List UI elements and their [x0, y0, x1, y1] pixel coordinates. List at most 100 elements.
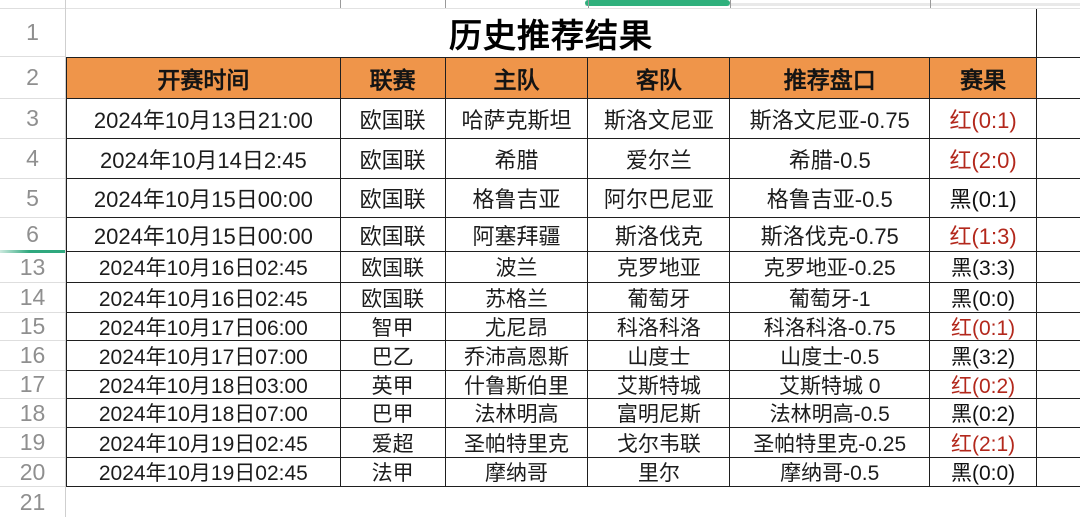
- row-number[interactable]: 6: [0, 218, 65, 252]
- row-number[interactable]: 20: [0, 458, 65, 487]
- cell-handicap[interactable]: 山度士-0.5: [730, 341, 931, 370]
- row-number[interactable]: 5: [0, 179, 65, 218]
- cell-handicap[interactable]: 艾斯特城 0: [730, 371, 931, 398]
- cell-handicap[interactable]: 克罗地亚-0.25: [730, 252, 931, 282]
- cell-away-team[interactable]: 阿尔巴尼亚: [588, 179, 731, 217]
- cell-away-team[interactable]: 山度士: [588, 341, 731, 370]
- cell-away-team[interactable]: 爱尔兰: [588, 139, 731, 178]
- cell-time[interactable]: 2024年10月18日03:00: [67, 371, 341, 398]
- row-number[interactable]: 15: [0, 313, 65, 341]
- cell-time[interactable]: 2024年10月17日06:00: [67, 313, 341, 340]
- row-number[interactable]: 17: [0, 371, 65, 399]
- cell-result[interactable]: 黑(0:0): [950, 287, 1016, 311]
- row-number[interactable]: 1: [0, 9, 65, 57]
- cell-result[interactable]: 红(1:3): [949, 223, 1017, 249]
- cell-result[interactable]: 红(0:1): [949, 107, 1017, 133]
- cell-time[interactable]: 2024年10月14日2:45: [67, 139, 341, 178]
- cell-league[interactable]: 欧国联: [341, 139, 446, 178]
- table-row: 2024年10月16日02:45 欧国联 苏格兰 葡萄牙 葡萄牙-1 黑(0:0…: [66, 283, 1080, 313]
- cell-away-team[interactable]: 富明尼斯: [588, 399, 731, 427]
- cell-league[interactable]: 欧国联: [341, 99, 446, 138]
- row-number[interactable]: 4: [0, 139, 65, 179]
- cell-result[interactable]: 黑(0:0): [950, 462, 1016, 485]
- cell-result[interactable]: 黑(0:1): [949, 187, 1017, 212]
- sheet-title-cell[interactable]: 历史推荐结果: [449, 17, 653, 54]
- cell-home-team[interactable]: 阿塞拜疆: [446, 218, 589, 251]
- cell-league[interactable]: 爱超: [341, 428, 446, 457]
- cell-league[interactable]: 巴甲: [341, 399, 446, 427]
- cell-away-team[interactable]: 科洛科洛: [588, 313, 731, 340]
- cell-handicap[interactable]: 斯洛文尼亚-0.75: [730, 99, 931, 138]
- row-number[interactable]: 18: [0, 399, 65, 428]
- cell-away-team[interactable]: 斯洛伐克: [588, 218, 731, 251]
- column-header-home[interactable]: 主队: [445, 58, 589, 98]
- cell-home-team[interactable]: 乔沛高恩斯: [446, 341, 589, 370]
- row-number[interactable]: 3: [0, 99, 65, 139]
- cell-away-team[interactable]: 里尔: [588, 458, 731, 486]
- cell-handicap[interactable]: 希腊-0.5: [730, 139, 931, 178]
- cell-home-team[interactable]: 格鲁吉亚: [446, 179, 589, 217]
- cell-time[interactable]: 2024年10月15日00:00: [67, 218, 341, 251]
- column-header-league[interactable]: 联赛: [340, 58, 446, 98]
- cell-home-team[interactable]: 什鲁斯伯里: [446, 371, 589, 398]
- cell-away-team[interactable]: 艾斯特城: [588, 371, 731, 398]
- row-number[interactable]: 16: [0, 341, 65, 371]
- cell-league[interactable]: 智甲: [341, 313, 446, 340]
- cell-home-team[interactable]: 希腊: [446, 139, 589, 178]
- row-number[interactable]: 21: [19, 488, 46, 515]
- cell-result[interactable]: 黑(0:2): [950, 403, 1016, 426]
- cell-result[interactable]: 黑(3:3): [950, 257, 1016, 280]
- cell-away-team[interactable]: 戈尔韦联: [588, 428, 731, 457]
- cell-home-team[interactable]: 苏格兰: [446, 283, 589, 312]
- cell-time[interactable]: 2024年10月19日02:45: [67, 428, 341, 457]
- cell-league[interactable]: 法甲: [341, 458, 446, 486]
- cell-league[interactable]: 欧国联: [341, 252, 446, 282]
- cell-result[interactable]: 红(2:1): [950, 432, 1016, 456]
- cell-result[interactable]: 红(0:2): [950, 374, 1016, 398]
- cell-home-team[interactable]: 法林明高: [446, 399, 589, 427]
- empty-row[interactable]: [66, 487, 1080, 517]
- cell-league[interactable]: 欧国联: [341, 218, 446, 251]
- cell-handicap[interactable]: 法林明高-0.5: [730, 399, 931, 427]
- cell-handicap[interactable]: 科洛科洛-0.75: [730, 313, 931, 340]
- cell-league[interactable]: 巴乙: [341, 341, 446, 370]
- cell-result[interactable]: 黑(3:2): [950, 345, 1016, 369]
- row-number[interactable]: 13: [0, 250, 65, 283]
- cell-time[interactable]: 2024年10月13日21:00: [67, 99, 341, 138]
- cell-home-team[interactable]: 圣帕特里克: [446, 428, 589, 457]
- column-header-result[interactable]: 赛果: [930, 58, 1037, 98]
- cell-home-team[interactable]: 哈萨克斯坦: [446, 99, 589, 138]
- scrollbar-track[interactable]: [585, 3, 1080, 6]
- cell-league[interactable]: 英甲: [341, 371, 446, 398]
- cell-time[interactable]: 2024年10月15日00:00: [67, 179, 341, 217]
- cell-away-team[interactable]: 葡萄牙: [588, 283, 731, 312]
- row-number[interactable]: 2: [0, 57, 65, 99]
- cell-home-team[interactable]: 波兰: [446, 252, 589, 282]
- cell-result[interactable]: 红(0:1): [950, 316, 1016, 340]
- row-number[interactable]: 19: [0, 428, 65, 458]
- column-header-away[interactable]: 客队: [588, 58, 731, 98]
- cell-league[interactable]: 欧国联: [341, 283, 446, 312]
- sheet-grid: 历史推荐结果 开赛时间 联赛 主队 客队 推荐盘口 赛果 2024年10月13日…: [66, 0, 1080, 517]
- scrollbar-thumb[interactable]: [585, 0, 730, 6]
- cell-handicap[interactable]: 斯洛伐克-0.75: [730, 218, 931, 251]
- cell-time[interactable]: 2024年10月16日02:45: [67, 283, 341, 312]
- column-header-handicap[interactable]: 推荐盘口: [730, 58, 931, 98]
- cell-away-team[interactable]: 克罗地亚: [588, 252, 731, 282]
- cell-result[interactable]: 红(2:0): [949, 147, 1017, 173]
- cell-time[interactable]: 2024年10月19日02:45: [67, 458, 341, 486]
- cell-home-team[interactable]: 摩纳哥: [446, 458, 589, 486]
- cell-home-team[interactable]: 尤尼昂: [446, 313, 589, 340]
- cell-handicap[interactable]: 格鲁吉亚-0.5: [730, 179, 931, 217]
- cell-away-team[interactable]: 斯洛文尼亚: [588, 99, 731, 138]
- cell-league[interactable]: 欧国联: [341, 179, 446, 217]
- row-number[interactable]: 14: [0, 283, 65, 313]
- column-header-time[interactable]: 开赛时间: [67, 58, 341, 98]
- cell-handicap[interactable]: 圣帕特里克-0.25: [730, 428, 931, 457]
- cell-handicap[interactable]: 摩纳哥-0.5: [730, 458, 931, 486]
- cell-time[interactable]: 2024年10月16日02:45: [67, 252, 341, 282]
- cell-handicap[interactable]: 葡萄牙-1: [730, 283, 931, 312]
- cell-time[interactable]: 2024年10月17日07:00: [67, 341, 341, 370]
- cell-time[interactable]: 2024年10月18日07:00: [67, 399, 341, 427]
